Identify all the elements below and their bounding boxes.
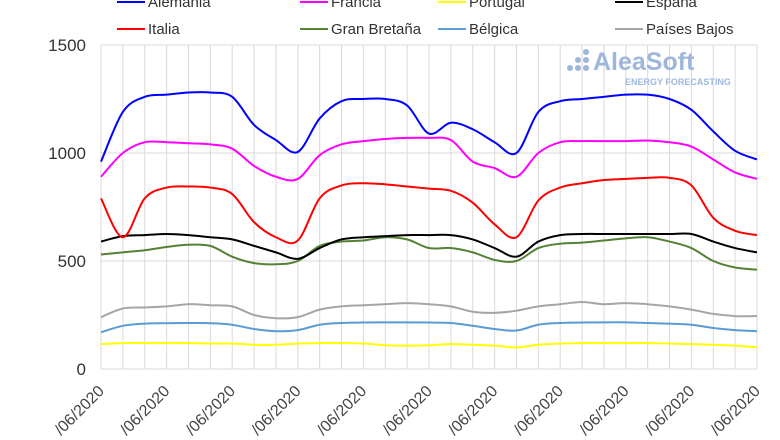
series-line-francia xyxy=(100,136,758,182)
x-tick-label: /06/2020 xyxy=(117,383,173,439)
x-axis: /06/2020/06/2020/06/2020/06/2020/06/2020… xyxy=(52,383,764,439)
legend-label: Francia xyxy=(331,0,382,11)
y-tick-label: 1500 xyxy=(48,36,86,55)
y-axis: 0 500 1000 1500 xyxy=(48,36,86,379)
series-line-alemania xyxy=(100,91,758,163)
legend-item: España xyxy=(615,0,698,11)
x-tick-label: /06/2020 xyxy=(52,383,108,439)
legend-label: Gran Bretaña xyxy=(331,21,422,38)
x-tick-label: /06/2020 xyxy=(249,383,305,439)
series-line-bélgica xyxy=(100,321,758,334)
series-line-países-bajos xyxy=(100,301,758,320)
legend-label: Italia xyxy=(148,21,180,38)
series-line-italia xyxy=(100,176,758,245)
x-tick-label: /06/2020 xyxy=(642,383,698,439)
legend-item: Francia xyxy=(300,0,382,11)
series-line-portugal xyxy=(100,342,758,349)
x-tick-label: /06/2020 xyxy=(380,383,436,439)
legend-item: Italia xyxy=(117,21,180,38)
legend-label: España xyxy=(646,0,698,11)
logo-tagline: ENERGY FORECASTING xyxy=(625,77,731,87)
x-tick-label: /06/2020 xyxy=(445,383,501,439)
x-tick-label: /06/2020 xyxy=(183,383,239,439)
x-tick-label: /06/2020 xyxy=(708,383,764,439)
legend-item: Portugal xyxy=(438,0,525,11)
grid xyxy=(100,44,758,370)
y-tick-label: 0 xyxy=(77,360,86,379)
x-tick-label: /06/2020 xyxy=(314,383,370,439)
logo-brand: AleaSoft xyxy=(593,48,695,76)
legend-item: Bélgica xyxy=(438,21,519,38)
logo-dots-icon xyxy=(567,49,589,71)
legend-item: Países Bajos xyxy=(615,21,734,38)
series-line-españa xyxy=(100,232,758,260)
y-tick-label: 1000 xyxy=(48,144,86,163)
series-lines xyxy=(100,91,758,349)
x-tick-label: /06/2020 xyxy=(511,383,567,439)
legend-item: Gran Bretaña xyxy=(300,21,422,38)
aleasoft-logo: AleaSoft ENERGY FORECASTING xyxy=(567,48,731,87)
legend: Alemania Francia Portugal España Italia Gran … xyxy=(117,0,734,38)
series-line-gran-bretaña xyxy=(100,236,758,271)
legend-label: Países Bajos xyxy=(646,21,734,38)
legend-item: Alemania xyxy=(117,0,211,11)
x-tick-label: /06/2020 xyxy=(577,383,633,439)
legend-label: Bélgica xyxy=(469,21,519,38)
legend-label: Portugal xyxy=(469,0,525,11)
y-tick-label: 500 xyxy=(58,252,86,271)
legend-label: Alemania xyxy=(148,0,211,11)
